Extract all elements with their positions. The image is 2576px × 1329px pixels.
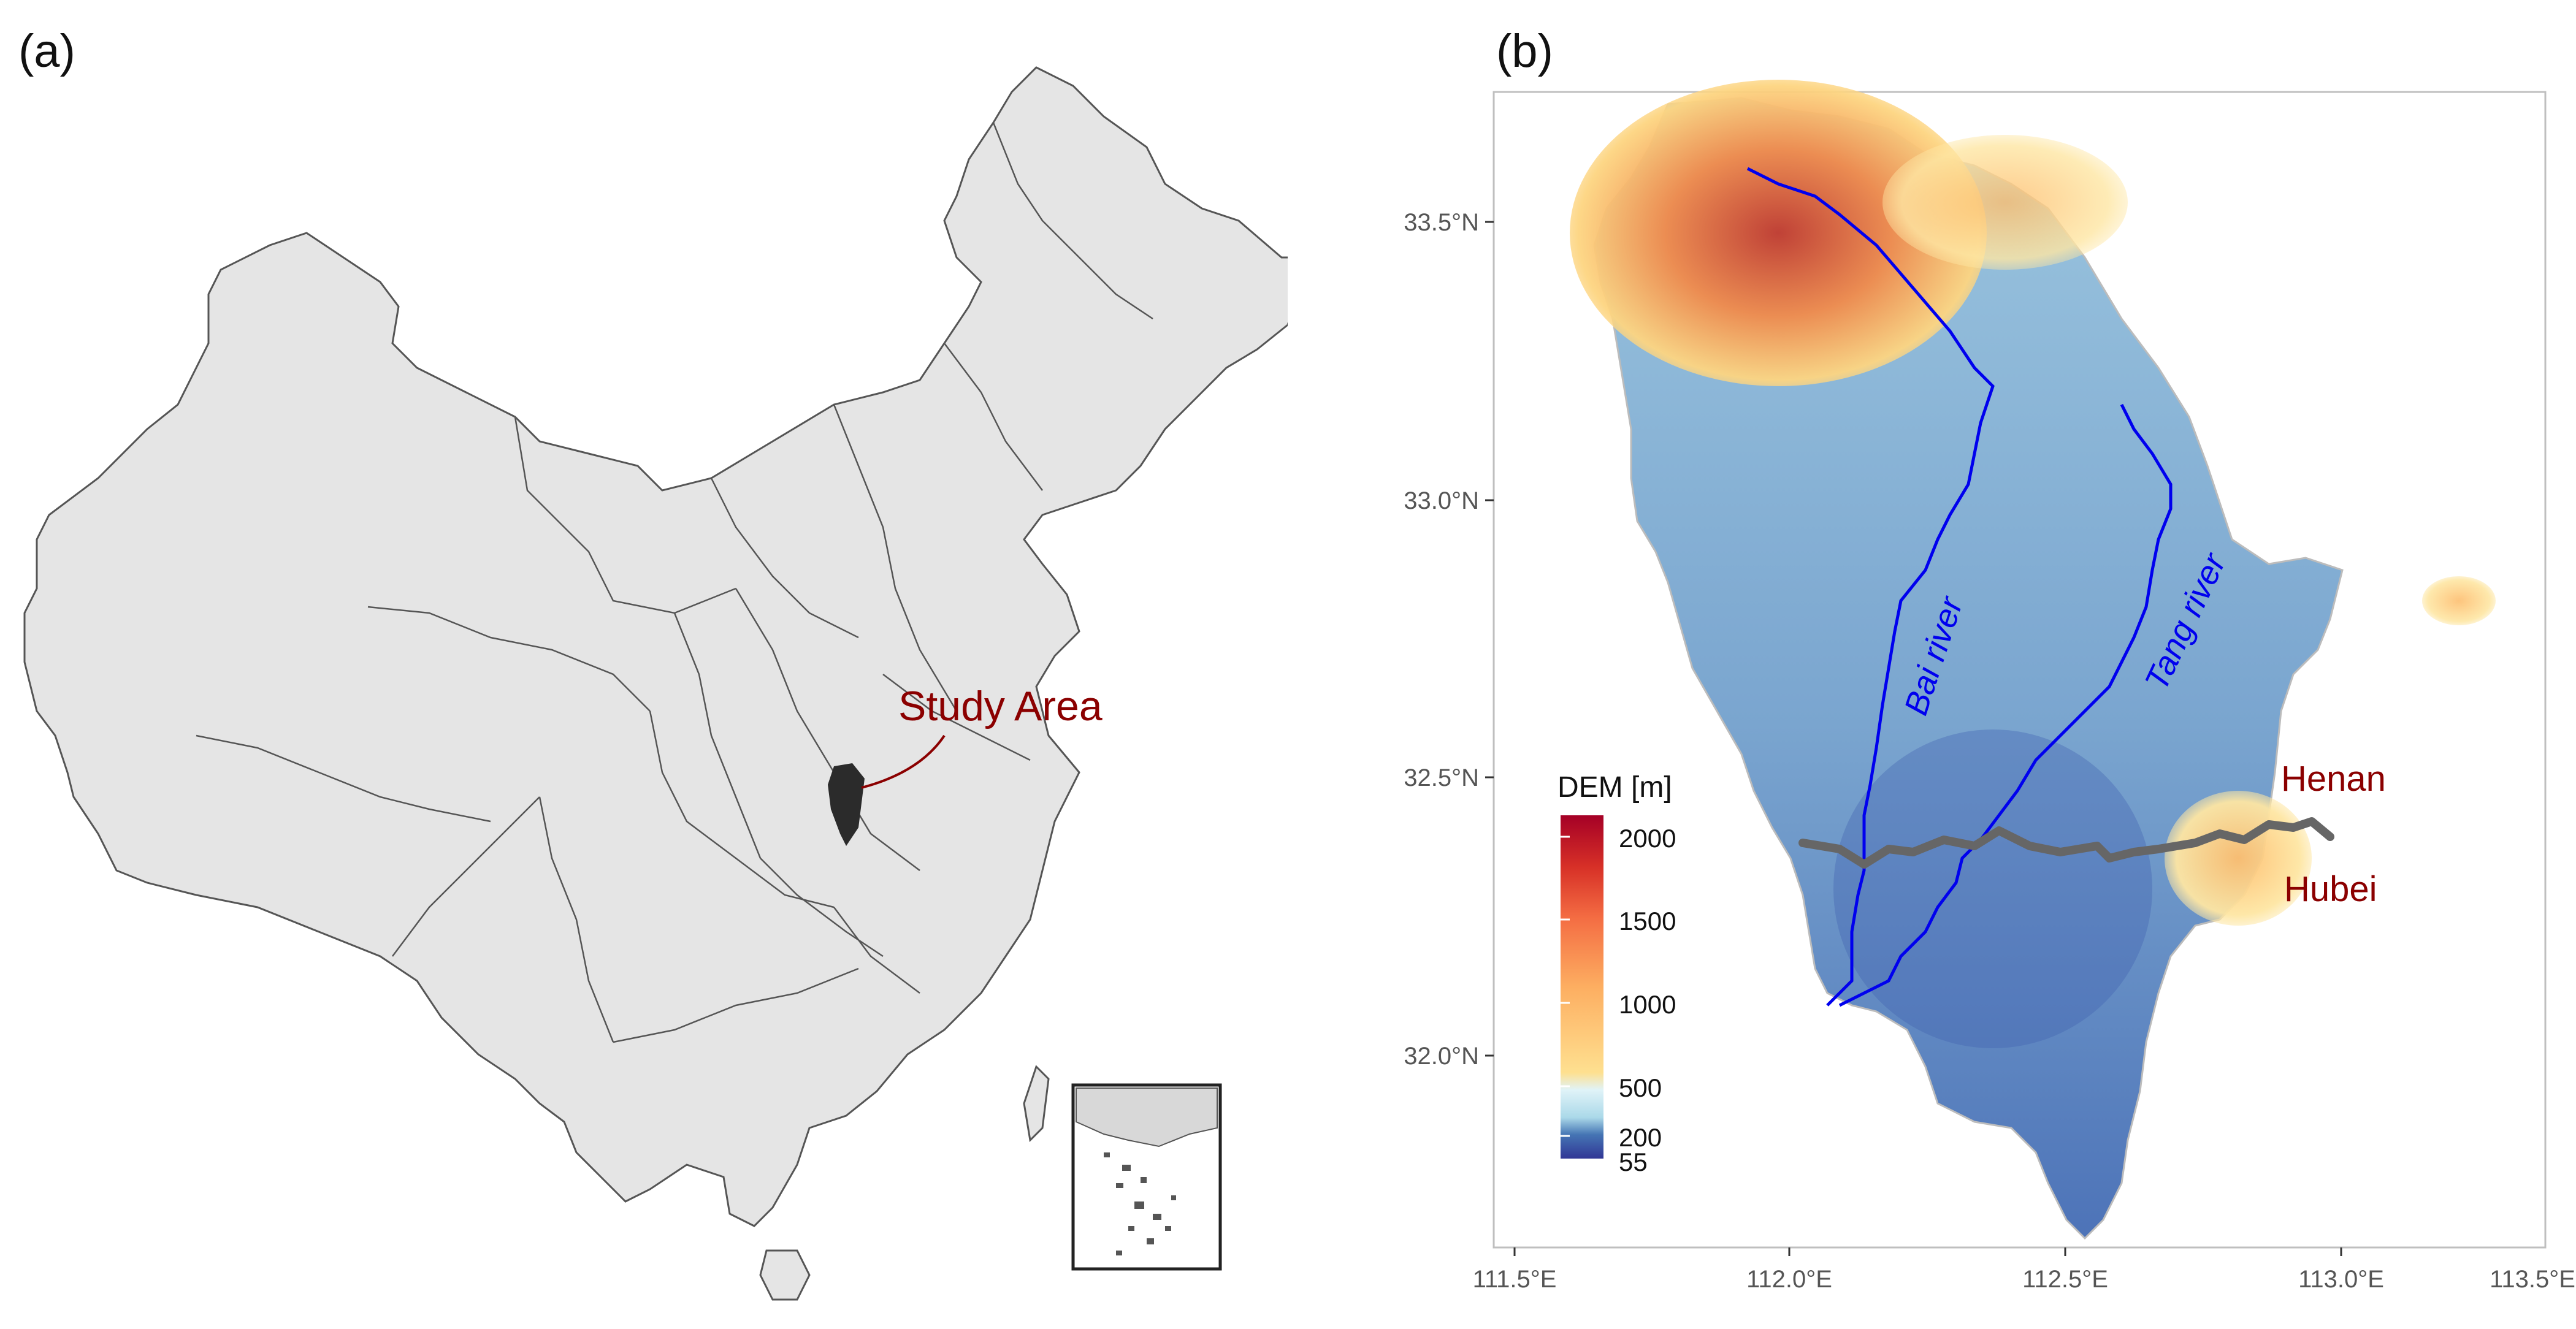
x-axis (1513, 1247, 2342, 1256)
dem-map: Bai river Tang river Henan Hubei DEM [m]… (1404, 80, 2575, 1293)
y-tick-label-33-5: 33.5°N (1404, 209, 1479, 236)
y-tick-label-33-0: 33.0°N (1404, 487, 1479, 514)
northeast-corner-hills (2422, 576, 2496, 625)
x-tick-label-111-5: 111.5°E (1473, 1266, 1557, 1293)
southern-lowland (1833, 729, 2152, 1048)
y-tick-label-32-0: 32.0°N (1404, 1043, 1479, 1070)
study-area-label: Study Area (898, 683, 1103, 729)
x-tick-label-113-5: 113.5°E (2490, 1266, 2575, 1293)
bai-river-line (1746, 167, 1995, 1007)
legend-title: DEM [m] (1557, 771, 1672, 804)
legend-tick-55: 55 (1619, 1148, 1648, 1176)
legend-tick-2000: 2000 (1619, 824, 1676, 853)
china-outline (23, 66, 1288, 1301)
northern-mountains (1570, 80, 1987, 386)
dem-legend: DEM [m] 2000 1500 1000 500 200 55 (1557, 771, 1676, 1176)
tang-river-line (1838, 403, 2173, 1007)
y-axis (1485, 221, 1494, 1057)
y-tick-label-32-5: 32.5°N (1404, 764, 1479, 791)
legend-tick-500: 500 (1619, 1073, 1662, 1102)
legend-tick-200: 200 (1619, 1123, 1662, 1152)
northeast-hills (1882, 135, 2128, 270)
legend-tick-1000: 1000 (1619, 990, 1676, 1019)
legend-color-bar (1561, 815, 1603, 1159)
henan-label: Henan (2281, 759, 2386, 799)
china-map: Study Area (23, 66, 1288, 1301)
legend-tick-1500: 1500 (1619, 907, 1676, 935)
panel-a-label: (a) (18, 25, 75, 77)
hubei-label: Hubei (2284, 869, 2377, 909)
x-tick-label-113-0: 113.0°E (2298, 1266, 2384, 1293)
panel-b-label: (b) (1496, 25, 1553, 77)
study-area-leader-line (861, 734, 946, 789)
study-area-shape (828, 763, 865, 846)
x-tick-label-112-5: 112.5°E (2022, 1266, 2108, 1293)
province-borders (196, 122, 1153, 1043)
province-boundary-line (1798, 817, 2334, 869)
south-china-sea-inset (1071, 1083, 1222, 1271)
x-tick-label-112-0: 112.0°E (1746, 1266, 1832, 1293)
